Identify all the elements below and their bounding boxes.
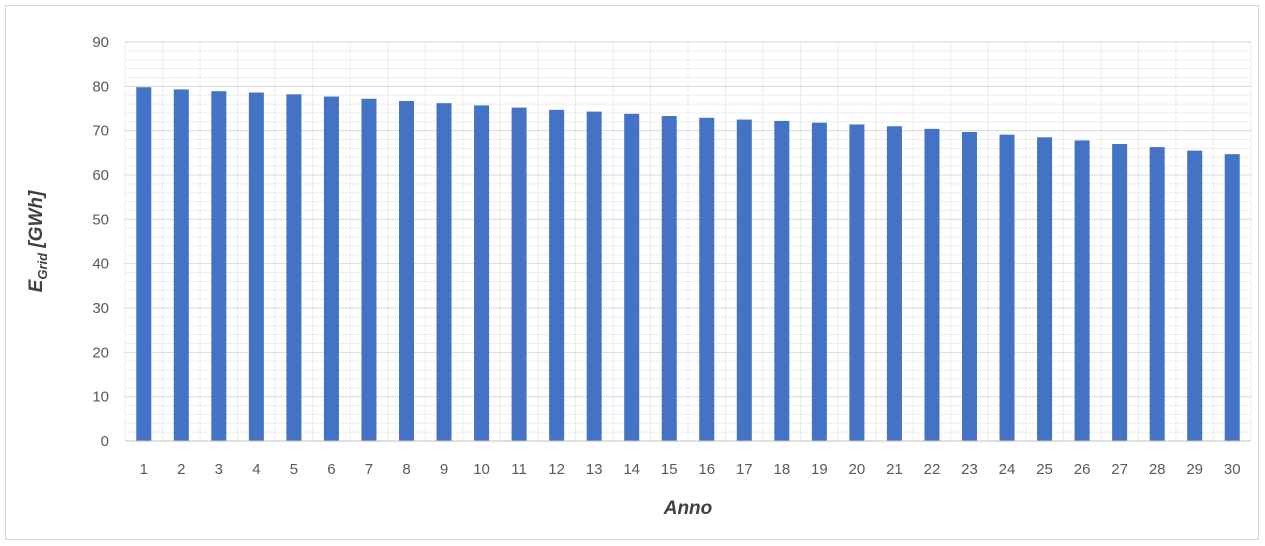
bar	[323, 96, 339, 441]
bar	[886, 126, 902, 441]
y-tick-label: 70	[92, 123, 109, 140]
y-tick-labels: 0 10 20 30 40 50 60 70 80 90	[92, 34, 109, 450]
y-tick-label: 10	[92, 389, 109, 406]
bar	[1224, 154, 1240, 441]
y-tick-label: 40	[92, 256, 109, 273]
y-tick-label: 20	[92, 344, 109, 361]
x-tick-label: 21	[886, 461, 903, 478]
x-tick-label: 28	[1149, 461, 1166, 478]
y-tick-label: 0	[101, 433, 109, 450]
bar	[511, 107, 527, 442]
bar	[1037, 137, 1053, 441]
x-tick-label: 29	[1186, 461, 1203, 478]
x-tick-label: 1	[140, 461, 148, 478]
x-tick-label: 3	[215, 461, 223, 478]
bars	[136, 87, 1240, 442]
bar	[136, 87, 152, 441]
y-tick-label: 30	[92, 300, 109, 317]
x-tick-label: 8	[402, 461, 410, 478]
x-tick-label: 30	[1224, 461, 1241, 478]
bar	[661, 116, 677, 441]
bar	[399, 100, 414, 442]
x-tick-label: 20	[849, 461, 866, 478]
y-axis-title-main: E	[26, 278, 47, 292]
x-tick-label: 6	[327, 461, 335, 478]
bar	[173, 89, 189, 441]
x-tick-label: 10	[473, 461, 490, 478]
x-tick-label: 26	[1074, 461, 1091, 478]
y-tick-label: 80	[92, 78, 109, 95]
x-tick-label: 4	[252, 461, 260, 478]
bar	[286, 94, 302, 441]
x-tick-label: 25	[1036, 461, 1053, 478]
x-tick-label: 17	[736, 461, 753, 478]
y-tick-label: 50	[92, 211, 109, 228]
bar	[774, 120, 790, 441]
grid-lines	[124, 41, 1252, 441]
bar	[1187, 150, 1203, 441]
x-tick-label: 18	[773, 461, 790, 478]
x-tick-labels: 1 2 3 4 5 6 7 8 9 10 11 12 13 14 15 16 17 18 19 20 21 22 23 24 2…	[140, 461, 1241, 478]
x-tick-label: 23	[961, 461, 978, 478]
bar	[624, 113, 640, 441]
y-axis-title-subscript: Grid	[35, 252, 50, 280]
y-axis-title-unit: [GWh]	[26, 190, 47, 253]
bar	[1112, 143, 1128, 441]
bar	[248, 92, 264, 441]
x-tick-label: 16	[698, 461, 715, 478]
x-tick-label: 12	[548, 461, 565, 478]
x-tick-label: 24	[999, 461, 1016, 478]
x-tick-label: 11	[511, 461, 527, 478]
y-axis-title: EGrid [GWh]	[26, 190, 50, 292]
y-tick-label: 60	[92, 167, 109, 184]
bar	[211, 91, 227, 442]
bar	[549, 109, 565, 441]
bar	[849, 124, 865, 442]
x-tick-label: 15	[661, 461, 678, 478]
bar	[1149, 147, 1165, 441]
x-tick-label: 13	[586, 461, 603, 478]
x-tick-label: 19	[811, 461, 828, 478]
bar	[361, 98, 377, 441]
bar	[999, 134, 1015, 441]
bar	[736, 119, 752, 441]
bar	[924, 128, 940, 441]
x-tick-label: 9	[440, 461, 448, 478]
x-tick-label: 22	[924, 461, 941, 478]
bar	[1074, 140, 1090, 442]
y-tick-label: 90	[92, 34, 109, 51]
bar	[962, 132, 977, 441]
bar	[811, 122, 827, 441]
chart-frame: 0 10 20 30 40 50 60 70 80 90 1 2 3 4 5 6 7 8 9 10 11 12 13 14 1…	[5, 5, 1259, 540]
x-tick-label: 2	[177, 461, 185, 478]
x-tick-label: 5	[290, 461, 298, 478]
bar	[699, 117, 715, 441]
x-tick-label: 14	[623, 461, 640, 478]
x-tick-label: 7	[365, 461, 373, 478]
x-tick-label: 27	[1111, 461, 1128, 478]
bar	[586, 111, 602, 441]
x-axis-title: Anno	[663, 498, 713, 519]
bar	[474, 105, 490, 442]
bar	[436, 103, 452, 442]
